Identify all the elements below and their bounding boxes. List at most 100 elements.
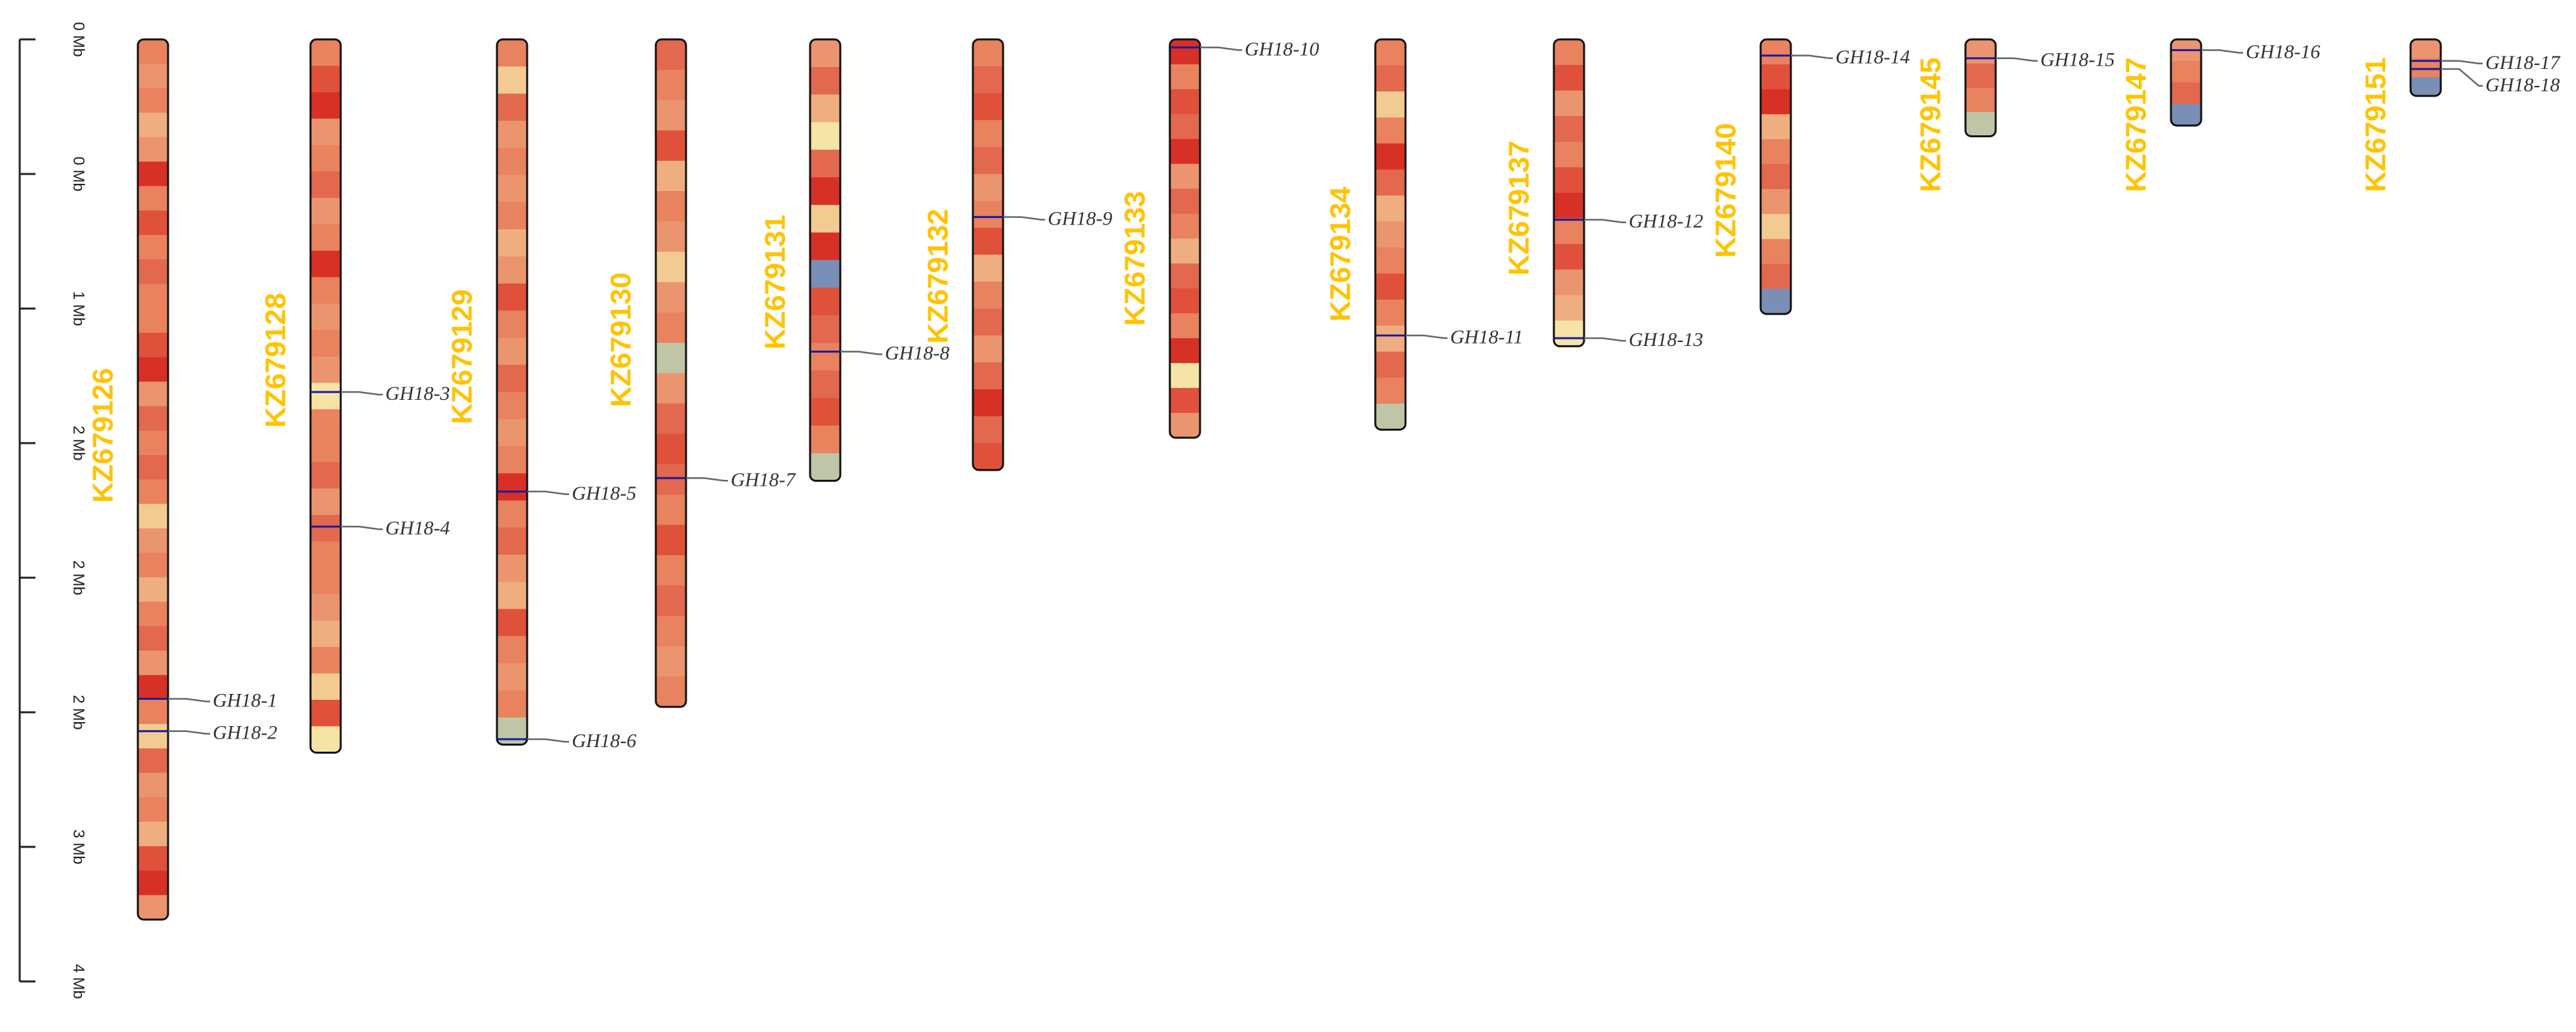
density-segment	[1375, 377, 1406, 404]
density-segment	[1170, 89, 1200, 115]
density-segment	[1375, 403, 1406, 430]
density-segment	[1761, 89, 1791, 115]
density-segment	[656, 312, 686, 343]
density-segment	[810, 398, 840, 426]
density-segment	[1170, 387, 1200, 414]
chromosome-outline	[1553, 38, 1585, 347]
density-segment	[138, 528, 168, 553]
density-segment	[1170, 139, 1200, 165]
density-segment	[656, 100, 686, 131]
density-segment	[311, 462, 341, 489]
chromosome-outline	[137, 38, 169, 921]
density-segment	[497, 717, 527, 745]
density-segment	[810, 67, 840, 95]
density-segment	[138, 651, 168, 676]
density-segment	[497, 202, 527, 230]
density-segment	[311, 171, 341, 199]
density-segment	[1375, 273, 1406, 300]
density-segment	[138, 699, 168, 725]
density-segment	[1761, 139, 1791, 165]
density-segment	[2171, 104, 2201, 126]
gene-leader-line	[168, 730, 210, 735]
density-segment	[497, 582, 527, 610]
density-segment	[810, 205, 840, 233]
density-segment	[311, 330, 341, 357]
density-segment	[656, 555, 686, 586]
chromosome-name: KZ679130	[605, 272, 637, 407]
density-segment	[138, 773, 168, 798]
density-segment	[311, 726, 341, 753]
density-segment	[311, 409, 341, 437]
density-segment	[138, 430, 168, 456]
density-segment	[810, 288, 840, 316]
density-segment	[497, 609, 527, 637]
gene-label: GH18-18	[2485, 74, 2560, 96]
density-segment	[1761, 164, 1791, 190]
gene-label: GH18-16	[2246, 41, 2320, 62]
density-segment	[138, 357, 168, 382]
density-segment	[973, 66, 1003, 94]
density-segment	[1375, 299, 1406, 326]
density-segment	[497, 256, 527, 284]
density-segment	[311, 356, 341, 383]
density-segment	[497, 229, 527, 257]
ruler-tick-label: 2 Mb	[70, 425, 87, 460]
density-segment	[311, 39, 341, 66]
density-segment	[497, 690, 527, 718]
chromosome-outline	[655, 38, 687, 708]
density-segment	[656, 676, 686, 707]
density-segment	[656, 39, 686, 70]
density-segment	[138, 308, 168, 333]
density-segment	[973, 228, 1003, 255]
density-segment	[311, 515, 341, 542]
density-segment	[497, 473, 527, 501]
density-segment	[311, 594, 341, 621]
density-segment	[311, 541, 341, 569]
density-segment	[311, 700, 341, 727]
density-segment	[973, 443, 1003, 470]
ruler-tick-label: 4 Mb	[70, 964, 87, 999]
density-segment	[1554, 116, 1584, 142]
density-segment	[138, 626, 168, 651]
density-segment	[973, 147, 1003, 175]
gene-label: GH18-1	[213, 690, 277, 712]
chromosome-name: KZ679129	[446, 290, 479, 424]
density-segment	[311, 118, 341, 146]
density-bar	[973, 39, 1003, 470]
density-segment	[1170, 39, 1200, 65]
density-bar	[1170, 39, 1200, 438]
chromosome-outline	[496, 38, 528, 746]
gene-label: GH18-10	[1245, 38, 1319, 60]
density-segment	[138, 553, 168, 578]
density-segment	[656, 160, 686, 192]
density-segment	[1554, 39, 1584, 66]
density-bar	[138, 39, 168, 920]
density-segment	[810, 453, 840, 481]
density-segment	[656, 130, 686, 161]
density-segment	[497, 419, 527, 447]
gene-leader-line	[1584, 219, 1626, 223]
density-segment	[810, 370, 840, 398]
ruler-tick-label: 1 Mb	[70, 291, 87, 326]
chromosome-name: KZ679132	[922, 209, 955, 343]
density-segment	[1170, 163, 1200, 190]
gene-leader-line	[2441, 68, 2483, 87]
chromosome-kz679147: KZ679147 GH18-16	[2120, 38, 2320, 192]
density-segment	[1375, 247, 1406, 274]
gene-leader-line	[341, 525, 383, 530]
density-bar	[1554, 39, 1584, 347]
gene-label: GH18-2	[213, 722, 277, 744]
density-segment	[1554, 244, 1584, 270]
density-bar	[656, 39, 686, 707]
gene-label: GH18-8	[885, 343, 949, 364]
density-segment	[1554, 295, 1584, 322]
chromosome-outline	[1374, 38, 1407, 431]
density-bar	[2411, 39, 2441, 97]
density-segment	[138, 406, 168, 431]
chromosome-outline	[2409, 38, 2442, 97]
density-bar	[1375, 39, 1406, 430]
density-segment	[311, 488, 341, 515]
chromosome-kz679133: KZ679133 GH18-10	[1119, 38, 1319, 439]
